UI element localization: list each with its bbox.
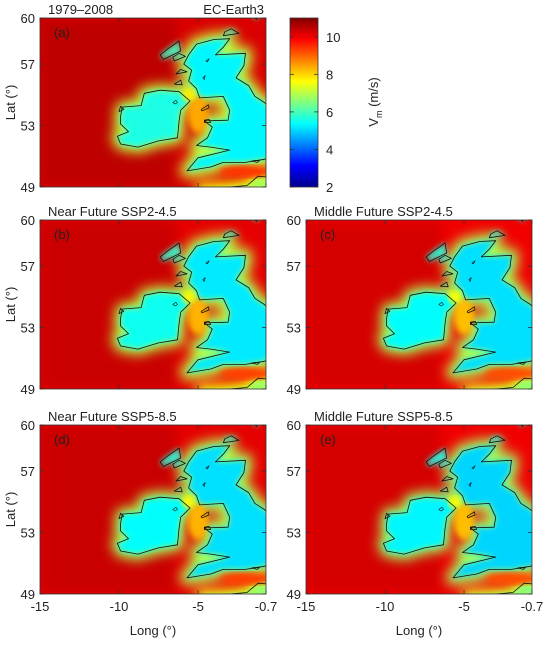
x-tick-label: -0.7 — [255, 599, 277, 614]
y-tick-label: 57 — [21, 464, 35, 479]
panel-frame — [39, 17, 267, 188]
x-tick-label: -0.7 — [521, 599, 543, 614]
y-tick-label: 60 — [287, 418, 301, 433]
map-panel: 60 57 53 49-15 -10 -5 -0.7 (e) Middle Future SSP… — [287, 409, 544, 614]
panel-frame — [305, 219, 533, 390]
x-tick-label: -5 — [192, 599, 204, 614]
coastline — [383, 220, 532, 389]
coastline — [117, 220, 266, 389]
x-tick-label: -15 — [297, 599, 316, 614]
colorbar: 10 8 6 4 2 Vm (m/s) — [289, 17, 384, 195]
y-tick-label: 53 — [21, 119, 35, 134]
y-tick-label: 53 — [21, 526, 35, 541]
wind-speed-field — [40, 18, 266, 187]
y-tick-label: 60 — [287, 213, 301, 228]
panel-tag: (e) — [320, 432, 336, 447]
y-tick-label: 49 — [21, 382, 35, 397]
y-tick-label: 53 — [287, 526, 301, 541]
x-tick-label: -10 — [376, 599, 395, 614]
map-panel: 60 57 53 49-15 -10 -5 -0.7 (d) Near Future SSP5-… — [21, 409, 278, 614]
coastline — [117, 425, 266, 594]
colorbar-tick-label: 6 — [326, 105, 333, 120]
panel-tag: (b) — [54, 227, 70, 242]
x-axis-label: Long (°) — [396, 623, 442, 638]
panel-title: 1979–2008 — [48, 2, 113, 17]
wind-speed-field — [40, 220, 266, 389]
y-tick-label: 60 — [21, 213, 35, 228]
y-tick-label: 49 — [21, 587, 35, 602]
panel-tag: (d) — [54, 432, 70, 447]
y-axis-label: Lat (°) — [3, 492, 18, 528]
colorbar-tick-label: 4 — [326, 142, 333, 157]
y-tick-label: 57 — [21, 57, 35, 72]
coastline — [383, 425, 532, 594]
panel-tag: (c) — [320, 227, 335, 242]
panel-title: Near Future SSP2-4.5 — [48, 204, 177, 219]
wind-speed-field — [40, 425, 266, 594]
wind-speed-field — [306, 425, 532, 594]
colorbar-tick-label: 8 — [326, 67, 333, 82]
panel-title: Middle Future SSP2-4.5 — [314, 204, 453, 219]
panel-title: Near Future SSP5-8.5 — [48, 409, 177, 424]
y-tick-label: 57 — [287, 464, 301, 479]
panel-title: Middle Future SSP5-8.5 — [314, 409, 453, 424]
y-tick-label: 49 — [287, 382, 301, 397]
map-panel: 60 57 53 49 (a) 1979–2008 EC-Earth3 — [21, 2, 267, 195]
y-tick-label: 53 — [21, 321, 35, 336]
map-panel: 60 57 53 49 (b) Near Future SSP2-4.5 — [21, 204, 267, 397]
x-tick-label: -15 — [31, 599, 50, 614]
panel-frame — [305, 424, 533, 595]
y-tick-label: 53 — [287, 321, 301, 336]
y-tick-label: 60 — [21, 11, 35, 26]
panel-frame — [39, 424, 267, 595]
panel-frame — [39, 219, 267, 390]
y-axis-label: Lat (°) — [3, 85, 18, 121]
y-axis-label: Lat (°) — [3, 287, 18, 323]
colorbar-label: Vm (m/s) — [366, 77, 384, 126]
x-tick-label: -10 — [110, 599, 129, 614]
wind-speed-field — [306, 220, 532, 389]
colorbar-tick-label: 2 — [326, 180, 333, 195]
colorbar-gradient — [289, 17, 319, 188]
x-tick-label: -5 — [458, 599, 470, 614]
y-tick-label: 60 — [21, 418, 35, 433]
y-tick-label: 57 — [21, 259, 35, 274]
panel-tag: (a) — [54, 25, 70, 40]
panel-model-label: EC-Earth3 — [203, 2, 264, 17]
y-tick-label: 49 — [21, 180, 35, 195]
colorbar-tick-label: 10 — [326, 30, 340, 45]
y-tick-label: 49 — [287, 587, 301, 602]
x-axis-label: Long (°) — [130, 623, 176, 638]
map-panel: 60 57 53 49 (c) Middle Future SSP2-4.5 — [287, 204, 533, 397]
y-tick-label: 57 — [287, 259, 301, 274]
coastline — [117, 18, 266, 187]
